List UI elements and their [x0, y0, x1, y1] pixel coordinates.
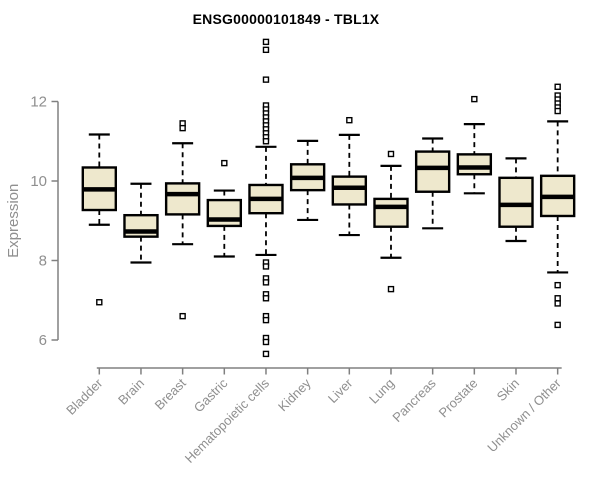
outlier-point — [262, 295, 270, 302]
outlier-point — [554, 83, 561, 90]
box-iqr — [164, 182, 201, 216]
outlier-point — [262, 338, 270, 346]
x-axis-category-label: Kidney — [275, 375, 314, 414]
outlier-point — [262, 350, 270, 358]
outlier-point — [262, 279, 270, 286]
outlier-point — [387, 150, 395, 158]
y-axis-tick-label: 12 — [30, 94, 47, 111]
box-iqr — [331, 175, 368, 206]
outlier-point — [262, 46, 270, 54]
outlier-point — [179, 124, 186, 132]
outlier-point — [346, 116, 353, 124]
outlier-point — [262, 76, 270, 83]
y-axis-tick-label: 6 — [39, 332, 47, 349]
box-iqr — [414, 150, 451, 193]
outlier-point — [262, 138, 270, 145]
outlier-point — [262, 316, 270, 324]
x-axis-category-label: Prostate — [436, 376, 481, 421]
chart-title: ENSG00000101849 - TBL1X — [192, 11, 380, 27]
box-iqr — [373, 197, 409, 228]
box-iqr — [456, 153, 493, 176]
box-iqr — [498, 176, 534, 228]
outlier-point — [554, 321, 561, 329]
y-axis-label: Expression — [5, 184, 22, 258]
outlier-point — [262, 38, 270, 46]
outlier-point — [471, 95, 478, 103]
outlier-point — [262, 263, 270, 270]
x-axis-category-label: Breast — [152, 375, 189, 412]
outlier-point — [554, 107, 561, 115]
outlier-point — [554, 281, 561, 289]
outlier-point — [554, 295, 561, 302]
x-axis-category-label: Brain — [115, 376, 147, 408]
outlier-point — [179, 312, 186, 320]
y-axis-tick-label: 8 — [39, 253, 47, 270]
outlier-point — [387, 285, 395, 293]
outlier-point — [96, 299, 103, 306]
x-axis-category-label: Skin — [494, 376, 522, 404]
x-axis-category-label: Lung — [366, 376, 397, 407]
x-axis-category-label: Liver — [325, 375, 356, 406]
x-axis-category-label: Unknown / Other — [484, 375, 564, 455]
outlier-point — [554, 300, 561, 307]
y-axis-tick-label: 10 — [30, 173, 47, 190]
x-axis-category-label: Bladder — [63, 375, 106, 418]
box-iqr — [206, 198, 243, 228]
outlier-point — [221, 159, 228, 167]
x-axis-category-label: Gastric — [191, 375, 231, 415]
x-axis-category-label: Pancreas — [389, 375, 439, 425]
